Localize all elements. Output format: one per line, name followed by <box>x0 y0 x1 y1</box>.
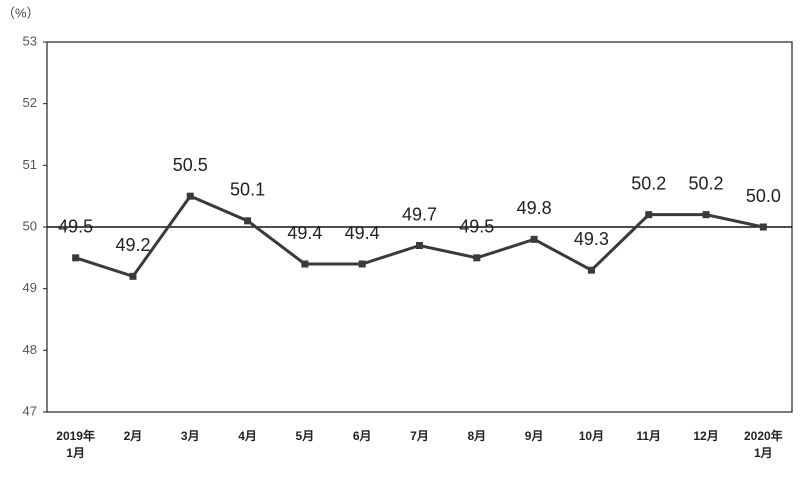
marker <box>416 242 423 249</box>
value-label: 49.8 <box>517 198 552 218</box>
value-label: 49.3 <box>574 229 609 249</box>
x-tick-label: 4月 <box>238 429 257 443</box>
x-tick-label: 12月 <box>693 429 719 443</box>
value-label: 50.2 <box>631 173 666 193</box>
value-label: 49.5 <box>58 217 93 237</box>
y-tick-label: 49 <box>23 280 37 295</box>
marker <box>186 192 194 200</box>
y-tick-label: 53 <box>23 33 37 48</box>
marker <box>473 254 481 262</box>
marker <box>645 211 653 219</box>
marker <box>530 235 538 243</box>
marker <box>587 266 595 274</box>
value-label: 50.2 <box>689 173 724 193</box>
marker <box>702 211 710 219</box>
value-label: 49.4 <box>345 223 380 243</box>
x-tick-label: 7月 <box>410 429 429 443</box>
marker <box>759 223 767 231</box>
x-tick-label: 8月 <box>467 429 487 443</box>
y-tick-label: 52 <box>23 95 37 110</box>
x-tick-label: 2月 <box>123 429 143 443</box>
value-label: 50.0 <box>746 186 781 206</box>
x-tick-label: 6月 <box>352 429 372 443</box>
y-tick-label: 48 <box>23 342 37 357</box>
marker <box>301 260 309 268</box>
x-tick-label: 11月 <box>636 429 662 443</box>
x-tick-label: 10月 <box>578 429 605 443</box>
y-tick-label: 51 <box>23 157 37 172</box>
marker <box>72 254 80 262</box>
value-label: 49.4 <box>287 223 322 243</box>
value-label: 50.1 <box>230 180 265 200</box>
x-tick-label: 9月 <box>524 429 544 443</box>
y-tick-label: 47 <box>23 403 37 418</box>
marker <box>129 272 137 280</box>
value-label: 50.5 <box>173 155 208 175</box>
y-tick-label: 50 <box>23 218 37 233</box>
value-label: 49.7 <box>402 204 437 224</box>
x-tick-label: 3月 <box>180 429 200 443</box>
x-tick-label: 5月 <box>295 429 315 443</box>
y-unit-label: （%） <box>2 5 40 20</box>
x-tick-label: 2019年 1月 <box>56 429 95 460</box>
x-tick-label: 2020年 1月 <box>743 429 783 460</box>
value-label: 49.5 <box>459 217 494 237</box>
marker <box>244 217 252 225</box>
value-label: 49.2 <box>115 235 150 255</box>
marker <box>358 260 366 268</box>
